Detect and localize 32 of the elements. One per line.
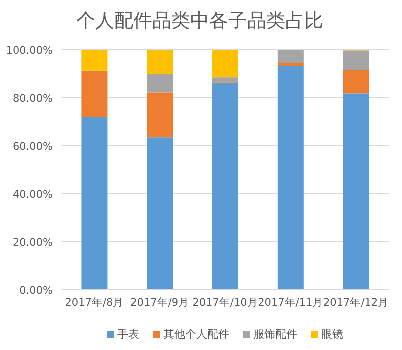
bar xyxy=(147,92,174,138)
y-tick-label: 40.00% xyxy=(12,189,54,201)
bar xyxy=(212,50,238,78)
bar xyxy=(278,66,304,290)
bar xyxy=(147,138,174,290)
y-tick-label: 60.00% xyxy=(12,141,54,153)
bar xyxy=(147,50,174,74)
x-tick-label: 2017年/12月 xyxy=(323,297,390,309)
legend-label: 眼镜 xyxy=(322,328,344,341)
legend-label: 手表 xyxy=(118,328,140,341)
bar xyxy=(82,70,108,118)
y-tick-label: 0.00% xyxy=(20,285,54,297)
bar xyxy=(212,78,238,82)
legend-label: 其他个人配件 xyxy=(164,328,230,341)
bar xyxy=(343,94,370,290)
chart-title: 个人配件品类中各子品类占比 xyxy=(76,10,324,32)
bar xyxy=(278,63,304,66)
x-tick-label: 2017年/10月 xyxy=(192,297,258,309)
x-tick-label: 2017年/8月 xyxy=(65,297,124,309)
bar xyxy=(147,74,174,93)
bar xyxy=(212,82,238,290)
legend-label: 服饰配件 xyxy=(254,328,298,341)
bar xyxy=(278,50,304,64)
bar xyxy=(82,117,108,290)
x-tick-label: 2017年/9月 xyxy=(130,297,190,309)
bar xyxy=(343,50,370,70)
bar xyxy=(343,70,370,94)
y-tick-label: 80.00% xyxy=(12,93,54,105)
x-tick-label: 2017年/11月 xyxy=(258,297,324,309)
y-tick-label: 20.00% xyxy=(12,237,54,249)
bar xyxy=(82,50,108,71)
y-tick-label: 100.00% xyxy=(6,45,54,57)
